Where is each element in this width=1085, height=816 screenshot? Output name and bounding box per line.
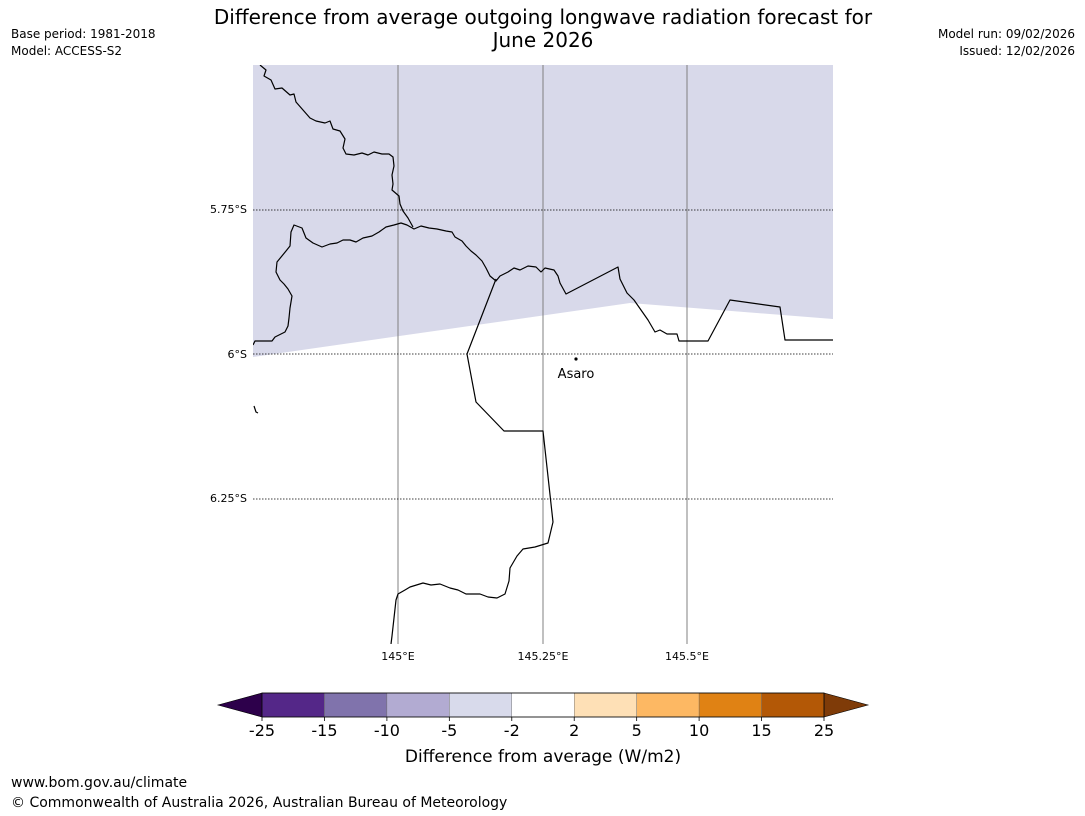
- colorbar-segment: [574, 692, 637, 718]
- colorbar-tick-label: -2: [504, 721, 520, 740]
- lon-label-145e: 145°E: [381, 650, 414, 663]
- asaro-label: Asaro: [558, 367, 595, 382]
- colorbar-tick-label: 15: [751, 721, 771, 740]
- colorbar-under-triangle: [216, 692, 263, 718]
- footer-url: www.bom.gov.au/climate: [11, 775, 188, 791]
- meta-right: Model run: 09/02/2026 Issued: 12/02/2026: [938, 26, 1075, 60]
- colorbar-over-triangle: [823, 692, 870, 718]
- colorbar-segment: [511, 692, 575, 718]
- boundaries: [253, 65, 833, 644]
- lon-label-145-25e: 145.25°E: [518, 650, 569, 663]
- base-period-text: Base period: 1981-2018: [11, 27, 156, 41]
- colorbar-tick-label: -5: [441, 721, 457, 740]
- colorbar-segment: [761, 692, 825, 718]
- colorbar-tick-label: -15: [311, 721, 337, 740]
- boundary-fragment: [253, 405, 259, 414]
- lon-label-145-5e: 145.5°E: [665, 650, 709, 663]
- lat-label-6s: 6°S: [228, 348, 247, 361]
- footer-copyright: © Commonwealth of Australia 2026, Austra…: [11, 795, 508, 811]
- colorbar-segment: [386, 692, 450, 718]
- map-title: Difference from average outgoing longwav…: [193, 6, 893, 52]
- title-line-1: Difference from average outgoing longwav…: [213, 5, 873, 29]
- colorbar-tick-label: 5: [632, 721, 642, 740]
- colorbar-tick-label: -25: [249, 721, 275, 740]
- colorbar-frame: [261, 692, 825, 718]
- colorbar-tick-label: 10: [689, 721, 709, 740]
- lat-label-5-75s: 5.75°S: [210, 203, 247, 216]
- colorbar-segment: [261, 692, 325, 718]
- colorbar-segment: [698, 692, 762, 718]
- colorbar: -25 -15 -10 -5 -2 2 5 10 15 25 Difference from av…: [216, 692, 870, 767]
- model-run-text: Model run: 09/02/2026: [937, 27, 1075, 41]
- colorbar-tick-label: 25: [814, 721, 834, 740]
- meta-left: Base period: 1981-2018 Model: ACCESS-S2: [11, 26, 156, 60]
- colorbar-title: Difference from average (W/m2): [405, 747, 681, 767]
- lat-label-6-25s: 6.25°S: [210, 492, 247, 505]
- model-text: Model: ACCESS-S2: [11, 44, 123, 58]
- colorbar-segment: [636, 692, 700, 718]
- asaro-marker: [574, 357, 578, 361]
- colorbar-tick-label: 2: [569, 721, 579, 740]
- boundary-central: [253, 222, 833, 346]
- issued-text: Issued: 12/02/2026: [959, 44, 1075, 58]
- colorbar-segment: [324, 692, 388, 718]
- boundary-southern: [390, 278, 554, 644]
- map-area: Asaro 5.75°S 6°S 6.25°S 145°E 145.25°E 1…: [210, 65, 833, 663]
- boundary-north: [259, 65, 414, 228]
- colorbar-tick-label: -10: [374, 721, 400, 740]
- colorbar-segment: [449, 692, 512, 718]
- title-line-2: June 2026: [492, 28, 594, 52]
